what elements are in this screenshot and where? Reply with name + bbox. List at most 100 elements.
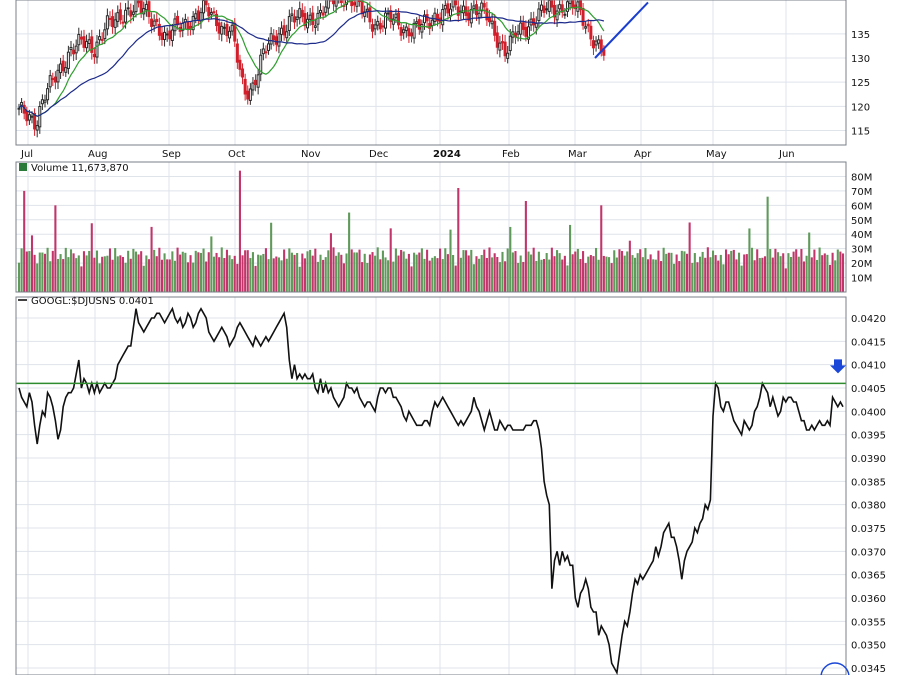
- price-candle: [430, 19, 434, 27]
- volume-legend-icon: [19, 163, 27, 171]
- volume-bar: [119, 255, 122, 292]
- volume-bar: [212, 256, 215, 292]
- price-candle: [272, 35, 276, 41]
- price-candle: [121, 21, 125, 24]
- volume-bar: [517, 262, 520, 292]
- volume-bar: [662, 247, 665, 292]
- volume-bar: [795, 249, 798, 292]
- price-candle: [324, 6, 328, 13]
- volume-bar: [548, 259, 551, 292]
- price-candle: [581, 7, 585, 26]
- volume-bar: [439, 248, 442, 292]
- price-candle: [207, 7, 211, 17]
- price-candle: [269, 33, 273, 45]
- volume-bar: [836, 249, 839, 292]
- trendline: [594, 1, 649, 59]
- price-candle: [285, 31, 289, 39]
- price-candle: [38, 105, 42, 128]
- volume-bar: [374, 255, 377, 292]
- volume-bar: [639, 249, 642, 292]
- price-candle: [144, 3, 148, 11]
- volume-bar: [491, 257, 494, 292]
- price-candle: [461, 5, 465, 14]
- volume-bar: [782, 253, 785, 292]
- volume-bar: [228, 255, 231, 292]
- volume-bar: [498, 262, 501, 292]
- price-candle: [225, 24, 229, 37]
- volume-bar: [576, 248, 579, 292]
- volume-bar: [405, 258, 408, 292]
- volume-bar: [166, 259, 169, 292]
- volume-bar: [602, 255, 605, 292]
- volume-bar: [179, 254, 182, 292]
- volume-bar: [797, 256, 800, 292]
- rs-tick-label: 0.0375: [851, 524, 886, 535]
- volume-bar: [769, 249, 772, 292]
- volume-bar: [394, 248, 397, 292]
- volume-bar: [366, 262, 369, 292]
- volume-bar: [582, 251, 585, 292]
- volume-bar: [428, 260, 431, 292]
- volume-bar: [652, 259, 655, 292]
- price-candle: [550, 0, 554, 8]
- volume-bar: [828, 264, 832, 292]
- volume-bar: [324, 257, 327, 292]
- volume-bar: [571, 254, 574, 292]
- price-candle: [545, 8, 549, 11]
- volume-label: Volume 11,673,870: [31, 163, 129, 174]
- volume-bar: [813, 249, 816, 292]
- price-candle: [230, 24, 234, 32]
- price-candle: [412, 22, 416, 39]
- price-candle: [571, 0, 575, 9]
- x-month-label: Sep: [162, 149, 181, 160]
- volume-tick-label: 70M: [851, 187, 872, 198]
- volume-bar: [379, 259, 382, 292]
- volume-bar: [431, 257, 434, 292]
- price-candle: [321, 12, 325, 16]
- price-candle: [516, 31, 520, 35]
- price-candle: [53, 76, 57, 83]
- price-candle: [126, 7, 130, 10]
- price-candle: [597, 39, 601, 44]
- price-candle: [287, 16, 291, 32]
- volume-bar: [298, 266, 301, 292]
- price-candle: [420, 23, 424, 33]
- volume-bar: [566, 265, 569, 292]
- price-candle: [480, 2, 484, 12]
- long-moving-average-line: [18, 10, 605, 117]
- x-month-label: Dec: [369, 149, 388, 160]
- volume-bar: [454, 265, 457, 292]
- rs-tick-label: 0.0405: [851, 384, 886, 395]
- price-candle: [423, 14, 427, 24]
- volume-bar: [561, 259, 564, 292]
- volume-bar: [345, 253, 348, 292]
- volume-bar: [319, 254, 322, 292]
- volume-tick-label: 20M: [851, 259, 872, 270]
- volume-bar: [192, 262, 195, 292]
- volume-bar: [839, 251, 842, 292]
- volume-bar: [636, 253, 639, 292]
- price-candle: [116, 12, 120, 22]
- volume-bar: [322, 259, 325, 292]
- volume-bar: [545, 253, 548, 292]
- price-candle: [378, 22, 382, 30]
- price-candle: [131, 11, 135, 15]
- price-candle: [66, 51, 70, 69]
- price-candle: [241, 68, 245, 78]
- volume-bar: [93, 257, 96, 292]
- price-candle: [402, 29, 406, 34]
- price-candle: [397, 12, 401, 26]
- volume-bar: [327, 250, 330, 292]
- volume-bar: [69, 249, 73, 292]
- highlight-circle: [820, 662, 850, 675]
- price-candle: [495, 32, 499, 48]
- volume-bar: [124, 262, 127, 292]
- volume-bar: [142, 265, 145, 292]
- volume-bar: [753, 260, 756, 292]
- grid-layer: [16, 0, 846, 675]
- volume-bar: [30, 235, 34, 292]
- price-candle: [48, 75, 52, 88]
- volume-bar: [459, 257, 462, 292]
- price-candle: [157, 23, 161, 36]
